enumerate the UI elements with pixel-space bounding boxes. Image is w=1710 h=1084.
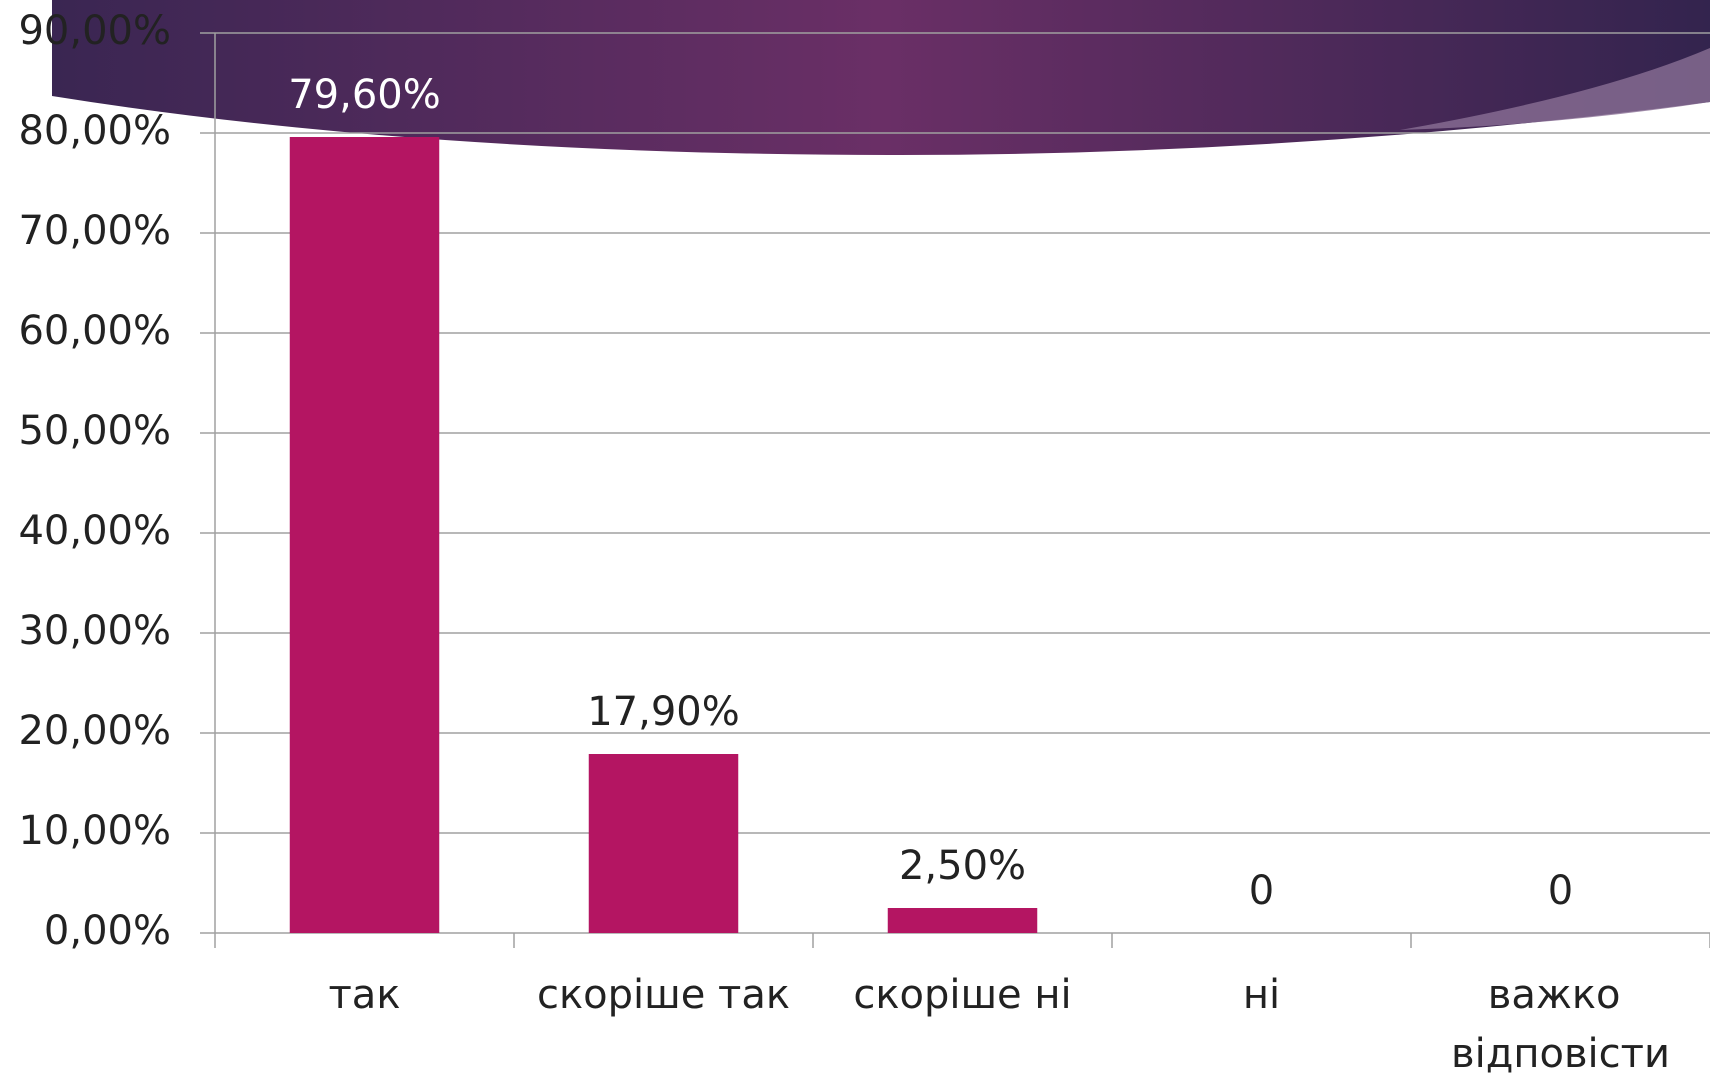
y-tick-label: 50,00% xyxy=(18,408,171,454)
y-tick-label: 70,00% xyxy=(18,208,171,254)
banner-accent xyxy=(1400,48,1710,130)
data-label: 79,60% xyxy=(288,72,441,118)
data-label: 2,50% xyxy=(899,843,1026,889)
bar xyxy=(588,754,739,933)
y-tick-label: 0,00% xyxy=(44,908,171,954)
header-banner xyxy=(52,0,1710,155)
y-tick-label: 60,00% xyxy=(18,308,171,354)
y-tick-label: 80,00% xyxy=(18,108,171,154)
x-tick-label: скоріше ні xyxy=(853,972,1071,1018)
x-tick-label: ні xyxy=(1243,972,1280,1018)
data-label: 0 xyxy=(1548,868,1573,914)
data-label: 17,90% xyxy=(587,689,740,735)
y-tick-label: 40,00% xyxy=(18,508,171,554)
y-tick-label: 30,00% xyxy=(18,608,171,654)
bar xyxy=(289,137,440,933)
y-tick-label: 10,00% xyxy=(18,808,171,854)
y-tick-label: 90,00% xyxy=(18,8,171,54)
x-tick-label: так xyxy=(329,972,401,1018)
x-tick-label: скоріше так xyxy=(537,972,790,1018)
data-label: 0 xyxy=(1249,868,1274,914)
x-tick-label: важко відповісти xyxy=(1451,972,1670,1077)
y-tick-label: 20,00% xyxy=(18,708,171,754)
bar xyxy=(887,908,1038,933)
